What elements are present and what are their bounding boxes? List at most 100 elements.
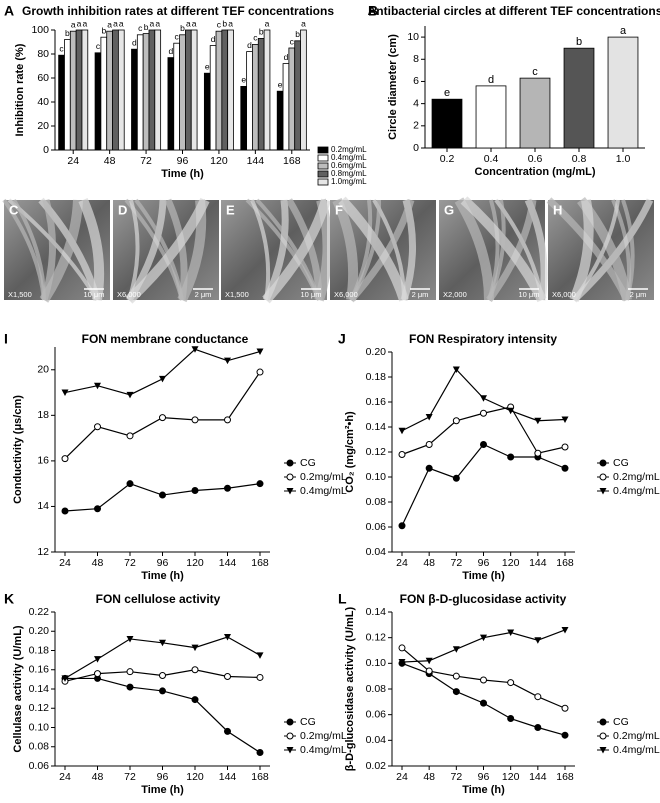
x-tick-label: 24 <box>59 557 71 569</box>
bar <box>607 36 639 149</box>
legend-label: 0.4mg/mL <box>300 485 347 497</box>
y-tick-label: 0.06 <box>366 521 387 533</box>
bar <box>173 42 180 151</box>
x-tick-label: 120 <box>210 155 228 167</box>
bar-letter: d <box>284 52 289 62</box>
y-tick-label: 0.10 <box>366 471 387 483</box>
magnification: X2,000 <box>443 290 467 299</box>
point <box>480 441 487 448</box>
y-tick-label: 0.16 <box>29 664 50 676</box>
y-tick-label: 20 <box>37 120 49 132</box>
bar <box>154 29 162 151</box>
legend-label: 0.4mg/mL <box>613 485 660 497</box>
y-tick-label: 0.16 <box>366 396 387 408</box>
point <box>126 480 134 488</box>
scale-label: 10 μm <box>84 290 105 299</box>
y-tick-label: 0.12 <box>366 446 387 458</box>
x-tick-label: 48 <box>92 771 104 783</box>
y-tick-label: 0.12 <box>366 631 387 643</box>
fiber <box>332 197 359 301</box>
y-axis-label: Conductivity (μs/cm) <box>12 395 24 504</box>
bar <box>100 36 108 151</box>
bar-letter: b <box>65 28 70 38</box>
point <box>191 644 199 652</box>
point <box>425 667 433 675</box>
point <box>425 657 433 665</box>
y-tick-label: 0.22 <box>29 606 50 618</box>
x-axis-label: Time (h) <box>462 784 505 796</box>
x-tick-label: 168 <box>251 557 269 569</box>
bar <box>69 30 77 151</box>
bar-letter: d <box>132 37 137 47</box>
point <box>94 423 101 431</box>
y-tick-label: 80 <box>37 48 49 60</box>
bar <box>257 38 265 151</box>
bar <box>167 57 175 151</box>
point <box>398 522 406 530</box>
legend-marker <box>286 473 294 481</box>
bar-letter: a <box>186 18 191 28</box>
bar-letter: b <box>180 23 185 33</box>
bar-letter: b <box>222 18 227 28</box>
bar-letter: c <box>253 33 258 43</box>
fiber <box>262 198 331 304</box>
panel-label: K <box>4 591 14 607</box>
point <box>224 672 231 680</box>
scale-label: 10 μm <box>301 290 322 299</box>
scale-label: 2 μm <box>630 290 647 299</box>
x-tick-label: 24 <box>396 771 408 783</box>
chart-panel: K FON cellulose activity 0.06 0.08 0.10 0.12 0… <box>4 591 347 796</box>
point <box>256 480 264 488</box>
x-tick-label: 144 <box>247 155 265 167</box>
point <box>126 683 134 691</box>
point <box>191 346 199 353</box>
point <box>507 453 515 461</box>
point <box>534 417 542 425</box>
bar-letter: c <box>532 66 538 78</box>
y-axis-label: Cellulase activity (U/mL) <box>12 625 24 752</box>
chart-title: Antibacterial circles at different TEF c… <box>368 4 660 18</box>
point <box>507 679 515 687</box>
bar-letter: b <box>259 27 264 37</box>
x-tick-label: 96 <box>478 771 490 783</box>
x-tick-label: 1.0 <box>616 153 631 165</box>
bar-letter: a <box>113 18 118 28</box>
y-tick-label: 0.10 <box>29 721 50 733</box>
fiber <box>454 197 494 301</box>
y-tick-label: 0.10 <box>366 657 387 669</box>
bar-letter: d <box>168 46 173 56</box>
x-tick-label: 144 <box>219 557 237 569</box>
legend-marker <box>599 732 607 740</box>
legend-label: 0.8mg/mL <box>331 169 367 178</box>
micrograph-label: E <box>226 202 235 217</box>
y-tick-label: 100 <box>31 24 49 36</box>
legend-swatch <box>317 146 329 154</box>
y-tick-label: 60 <box>37 72 49 84</box>
point <box>159 414 166 422</box>
scale-label: 2 μm <box>195 290 212 299</box>
bar <box>117 29 125 151</box>
bar <box>136 34 144 151</box>
y-tick-label: 0.04 <box>366 546 387 558</box>
bar-letter: d <box>247 40 252 50</box>
fiber <box>134 198 184 301</box>
point <box>534 724 542 731</box>
y-tick-label: 0.08 <box>366 496 387 508</box>
y-tick-label: 40 <box>37 96 49 108</box>
point <box>191 487 199 494</box>
legend-label: CG <box>300 457 316 469</box>
fiber <box>487 199 506 301</box>
point <box>126 635 134 643</box>
point <box>398 451 406 458</box>
legend-label: 0.6mg/mL <box>331 161 367 170</box>
bar-letter: a <box>107 19 112 29</box>
bar-letter: a <box>77 18 82 28</box>
point <box>507 629 515 637</box>
point <box>191 666 199 674</box>
x-tick-label: 120 <box>186 771 204 783</box>
x-axis-label: Time (h) <box>462 570 505 582</box>
chart-panel: L FON β-D-glucosidase activity 0.02 0.04 0.0… <box>338 591 660 796</box>
chart-panel: J FON Respiratory intensity 0.04 0.06 0.08 0.… <box>338 331 660 582</box>
point <box>224 484 231 492</box>
legend-label: 0.2mg/mL <box>613 471 660 483</box>
